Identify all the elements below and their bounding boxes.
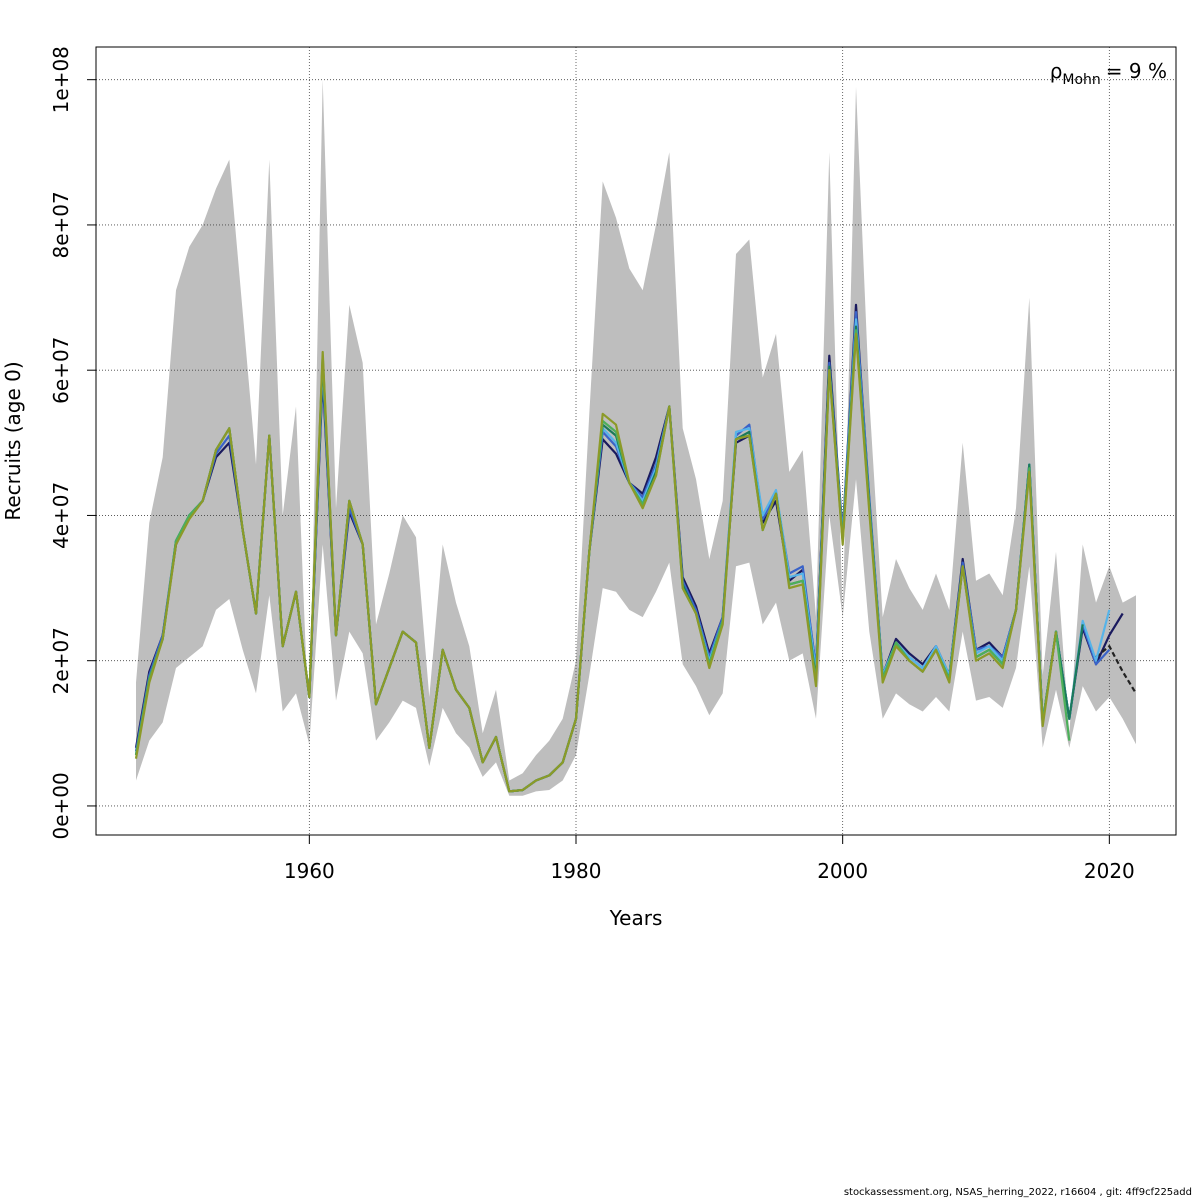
series-layer [134, 303, 1137, 793]
x-axis-title: Years [609, 906, 663, 930]
x-tick-label: 2020 [1084, 859, 1135, 883]
y-tick-label: 0e+00 [49, 772, 73, 839]
x-tick-label: 2000 [817, 859, 868, 883]
series-line-7 [134, 332, 1058, 793]
y-tick-label: 1e+08 [49, 46, 73, 113]
rho-value: = 9 % [1106, 59, 1167, 83]
rho-subscript: Mohn [1062, 72, 1100, 88]
confidence-band [136, 79, 1136, 796]
y-tick-label: 8e+07 [49, 191, 73, 258]
y-axis-title: Recruits (age 0) [1, 361, 25, 520]
plot-frame [95, 46, 1177, 836]
y-tick-label: 4e+07 [49, 482, 73, 549]
y-axis-ticks: 0e+00 2e+07 4e+07 6e+07 8e+07 1e+08 [49, 46, 96, 840]
y-tick-label: 2e+07 [49, 627, 73, 694]
x-tick-label: 1960 [284, 859, 335, 883]
rho-symbol: ρ [1050, 59, 1063, 83]
mohn-rho-annotation: ρMohn = 9 % [1050, 59, 1167, 88]
x-tick-label: 1980 [551, 859, 602, 883]
grid-layer [96, 47, 1176, 835]
y-tick-label: 6e+07 [49, 337, 73, 404]
confidence-band-layer [136, 79, 1136, 796]
x-axis-ticks: 1960 1980 2000 2020 [284, 835, 1135, 883]
footer-credit: stockassessment.org, NSAS_herring_2022, … [843, 1187, 1192, 1198]
series-line-2 [1095, 645, 1137, 694]
